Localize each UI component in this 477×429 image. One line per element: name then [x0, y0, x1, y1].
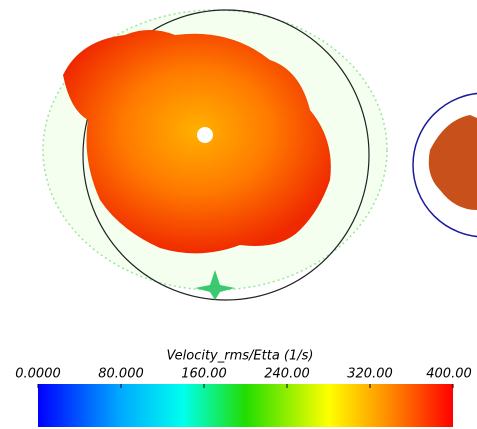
tick-label: 400.00 [426, 367, 472, 382]
colorbar-title: Velocity_rms/Etta (1/s) [167, 349, 314, 364]
tick-label: 80.000 [98, 367, 144, 382]
tick-label: 240.00 [264, 367, 310, 382]
tick-label: 320.00 [347, 367, 393, 382]
tick-label: 160.00 [181, 367, 227, 382]
colorbar [38, 384, 453, 427]
visualization: Velocity_rms/Etta (1/s) 0.0000 80.000 160.… [0, 0, 477, 429]
tick-label: 0.0000 [15, 367, 61, 382]
right-domain [413, 93, 477, 237]
left-domain [43, 10, 387, 300]
